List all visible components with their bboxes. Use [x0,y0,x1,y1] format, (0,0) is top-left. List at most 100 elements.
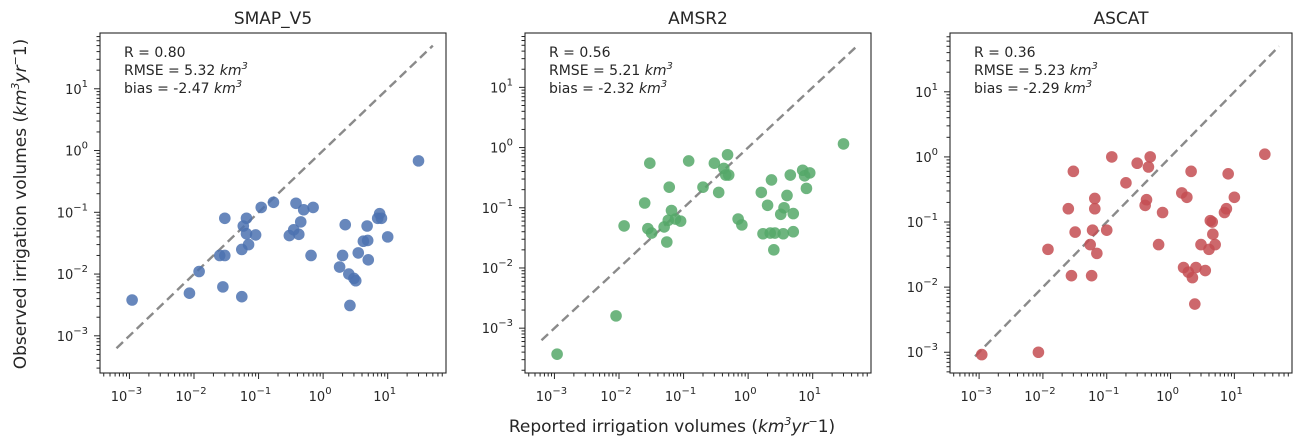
data-point [361,220,373,232]
data-point [236,290,248,303]
y-tick-label: 10−3 [907,342,938,361]
data-point [412,155,425,167]
bias-annotation: bias = -2.29 km3 [974,79,1092,97]
y-axis-label: Observed irrigation volumes (km3yr−1) [9,39,31,370]
y-tick-label: 10−2 [482,258,513,277]
x-tick-label: 10−2 [175,386,206,405]
data-point [1189,298,1201,310]
y-tick-label: 10−2 [57,264,88,283]
panel-amsr2: 10−3 10−2 10−1 100 101 10−3 10−2 10−1 100 101 AMSR… [482,9,872,405]
x-tick-label: 10−2 [1024,386,1055,405]
data-point [1199,264,1212,277]
panel-title: ASCAT [1094,9,1150,29]
scatter-panels: 10−3 10−2 10−1 100 101 10−3 10−2 10−1 100 101 SMAP… [57,9,1293,405]
data-point [267,196,280,209]
data-point [787,225,800,238]
data-point [255,201,268,214]
data-point [1181,191,1193,204]
y-tick-label: 10−3 [57,326,88,345]
data-point [290,197,302,210]
data-point [1085,269,1098,282]
data-point [1088,192,1101,205]
data-point [645,227,658,239]
x-tick-label: 100 [734,386,757,405]
plot-frame [99,32,447,374]
data-point [803,167,816,179]
y-tick-label: 101 [65,79,88,98]
data-point [1042,243,1054,256]
data-point [293,228,305,241]
x-axis-label-unit-km: km [758,417,784,437]
data-point [1032,346,1045,359]
data-point [769,227,781,239]
panel-title: AMSR2 [668,9,728,29]
data-point [837,138,850,150]
data-point [1222,168,1234,180]
data-point [1100,224,1113,236]
data-point [1140,193,1153,206]
data-point [674,215,687,227]
plot-frame [949,32,1293,374]
data-point [217,281,229,293]
y-tick-label: 10−2 [907,277,938,296]
data-point [381,231,394,243]
data-point [1190,261,1202,274]
y-tick-label: 100 [65,141,88,160]
data-point [1067,165,1080,178]
y-tick-label: 10−1 [57,202,88,221]
data-point [1062,202,1075,215]
data-point [219,249,231,262]
y-tick-label: 100 [490,138,513,157]
data-point [784,169,797,181]
data-point [294,216,307,228]
r-annotation: R = 0.56 [549,45,611,61]
data-point [975,348,988,361]
x-tick-label: 10−1 [665,386,696,405]
data-point [240,212,253,225]
data-point [777,227,790,240]
x-axis-label-sup: 3 [784,415,791,428]
data-point [1206,216,1219,228]
data-point [1186,271,1199,284]
data-point [1069,226,1081,238]
x-tick-label: 101 [373,386,396,405]
data-point [663,181,676,193]
x-axis-label-unit-yr: yr [790,417,809,437]
data-point [787,207,800,220]
data-point [638,197,651,209]
y-axis-label-unit-km: km [11,89,31,115]
data-point [800,182,813,195]
bias-annotation: bias = -2.47 km3 [124,79,242,97]
x-tick-label: 10−3 [111,386,142,405]
data-point [765,174,778,186]
data-point [297,203,310,216]
x-axis-label-text: Reported irrigation volumes ( [509,417,758,437]
data-point [249,229,262,241]
y-tick-label: 101 [490,77,513,96]
data-point [1065,269,1078,282]
data-point [1156,206,1169,219]
data-point [1152,238,1165,251]
data-point [721,148,734,161]
rmse-annotation: RMSE = 5.23 km3 [974,61,1098,79]
x-axis-label-sup2: − [808,415,817,428]
data-point [336,249,349,262]
data-point [778,201,790,214]
r-annotation: R = 0.80 [124,45,186,61]
data-point [1259,148,1271,161]
data-point [361,234,374,247]
y-tick-label: 10−1 [482,198,513,217]
data-point [1144,151,1157,163]
plot-frame [524,32,872,374]
y-axis-label-sup2: − [9,56,22,65]
bias-annotation: bias = -2.32 km3 [549,79,667,97]
x-axis-label-end: 1) [818,417,835,437]
x-tick-label: 100 [309,386,332,405]
one-to-one-line [540,44,859,342]
x-tick-label: 10−2 [600,386,631,405]
data-point [307,201,319,214]
data-point [1207,228,1219,241]
data-point [219,212,231,225]
y-axis-label-unit-yr: yr [11,64,31,83]
